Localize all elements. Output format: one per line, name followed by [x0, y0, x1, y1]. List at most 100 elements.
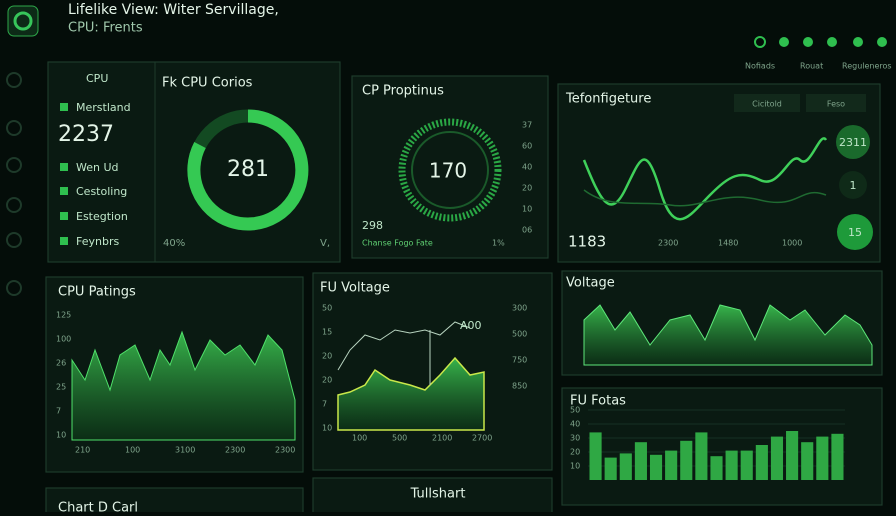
list-item[interactable]: Merstland [76, 101, 131, 114]
bar [831, 433, 844, 480]
tab-label[interactable]: Cicitold [752, 100, 782, 109]
panel-title: CPU Patings [58, 285, 136, 300]
panel-title: Tefonfigeture [565, 92, 651, 107]
list-item[interactable]: Cestoling [76, 185, 127, 198]
area [71, 330, 296, 441]
badge[interactable] [837, 214, 873, 250]
bar [786, 431, 799, 480]
bar [589, 432, 602, 480]
list-item[interactable]: Feynbrs [76, 235, 119, 248]
y-label: 7 [322, 400, 327, 409]
list-item[interactable]: Estegtion [76, 210, 128, 223]
bar [680, 440, 693, 480]
bar [740, 450, 753, 480]
bar [725, 450, 738, 480]
y-label: 100 [56, 335, 71, 344]
y-label: 50 [322, 304, 332, 313]
panel-title: Tullshart [410, 487, 466, 502]
sidebar-icons[interactable] [6, 72, 22, 296]
big-value: 2237 [58, 122, 114, 147]
panel [45, 487, 304, 516]
y-tick-label: 30 [570, 434, 580, 443]
panel-title: Chart D Carl [58, 501, 138, 513]
badge-label[interactable]: 15 [848, 226, 862, 239]
panel-title: Fk CPU Corios [162, 76, 253, 91]
x-label: 2700 [472, 434, 492, 443]
x-label: 1480 [718, 239, 738, 248]
bar [695, 432, 708, 480]
badge-label[interactable]: 2311 [839, 136, 867, 149]
scale-label: 60 [522, 142, 532, 151]
list-item[interactable]: Wen Ud [76, 161, 119, 174]
y-label: 20 [322, 376, 332, 385]
x-label: 1000 [782, 239, 802, 248]
nav-item[interactable]: Reguleneros [842, 62, 892, 71]
nav-item[interactable]: Nofiads [745, 62, 775, 71]
badge[interactable] [839, 171, 867, 199]
ring [187, 109, 309, 231]
top-icons[interactable] [754, 36, 887, 48]
subtitle: CPU: Frents [68, 21, 143, 36]
bar [816, 436, 829, 480]
y-label: 7 [56, 407, 61, 416]
y-tick-label: 20 [570, 448, 580, 457]
area [583, 304, 873, 366]
y-label: 15 [322, 328, 332, 337]
y-label: 10 [56, 431, 66, 440]
footer: 40% [163, 238, 185, 249]
scale-label: 10 [522, 205, 532, 214]
ring-value: 170 [429, 159, 467, 183]
scale-label: 37 [522, 121, 532, 130]
ring-value: 281 [227, 157, 269, 182]
y-tick-label: 50 [570, 406, 580, 415]
panel-title: CPU [86, 72, 108, 85]
panel [561, 387, 883, 506]
footer: V, [320, 238, 330, 249]
value: 298 [362, 219, 383, 232]
tab[interactable] [806, 94, 866, 112]
x-label: 210 [75, 446, 90, 455]
title: Lifelike View: Witer Servillage, [68, 2, 279, 18]
ring-inner [411, 131, 489, 209]
y-tick-label: 40 [570, 420, 580, 429]
area [337, 356, 485, 431]
scale-label: 40 [522, 163, 532, 172]
bar [710, 456, 723, 480]
badge-label[interactable]: 1 [850, 179, 857, 192]
panel-title: CP Proptinus [362, 84, 444, 99]
panel [312, 477, 553, 516]
bar [649, 454, 663, 480]
marker: A00 [460, 319, 482, 332]
y-label: 10 [322, 424, 332, 433]
right-label: 750 [512, 356, 527, 365]
panel-title: FU Fotas [570, 394, 626, 409]
footer: Chanse Fogo Fate [362, 239, 433, 248]
tab[interactable] [734, 94, 800, 112]
logo-mark [13, 11, 33, 31]
bar [634, 442, 647, 480]
y-tick-label: 10 [570, 462, 580, 471]
y-label: 125 [56, 311, 71, 320]
curve [337, 321, 471, 371]
badge[interactable] [836, 125, 870, 159]
footer: 1% [492, 239, 505, 248]
tab-label[interactable]: Feso [827, 100, 845, 109]
x-label: 100 [125, 446, 140, 455]
right-label: 300 [512, 304, 527, 313]
nav-item[interactable]: Rouat [800, 62, 823, 71]
x-label: 2300 [275, 446, 295, 455]
panel-title: Voltage [566, 276, 615, 291]
list-icons [60, 103, 68, 245]
bar [604, 457, 617, 480]
panel-title: FU Voltage [320, 281, 390, 296]
logo [7, 5, 39, 37]
scale-label: 20 [522, 184, 532, 193]
x-label: 2300 [658, 239, 678, 248]
bar [801, 442, 814, 480]
bar [755, 445, 768, 480]
x-label: 100 [352, 434, 367, 443]
y-label: 20 [322, 352, 332, 361]
y-label: 25 [56, 383, 66, 392]
ring [398, 118, 502, 222]
